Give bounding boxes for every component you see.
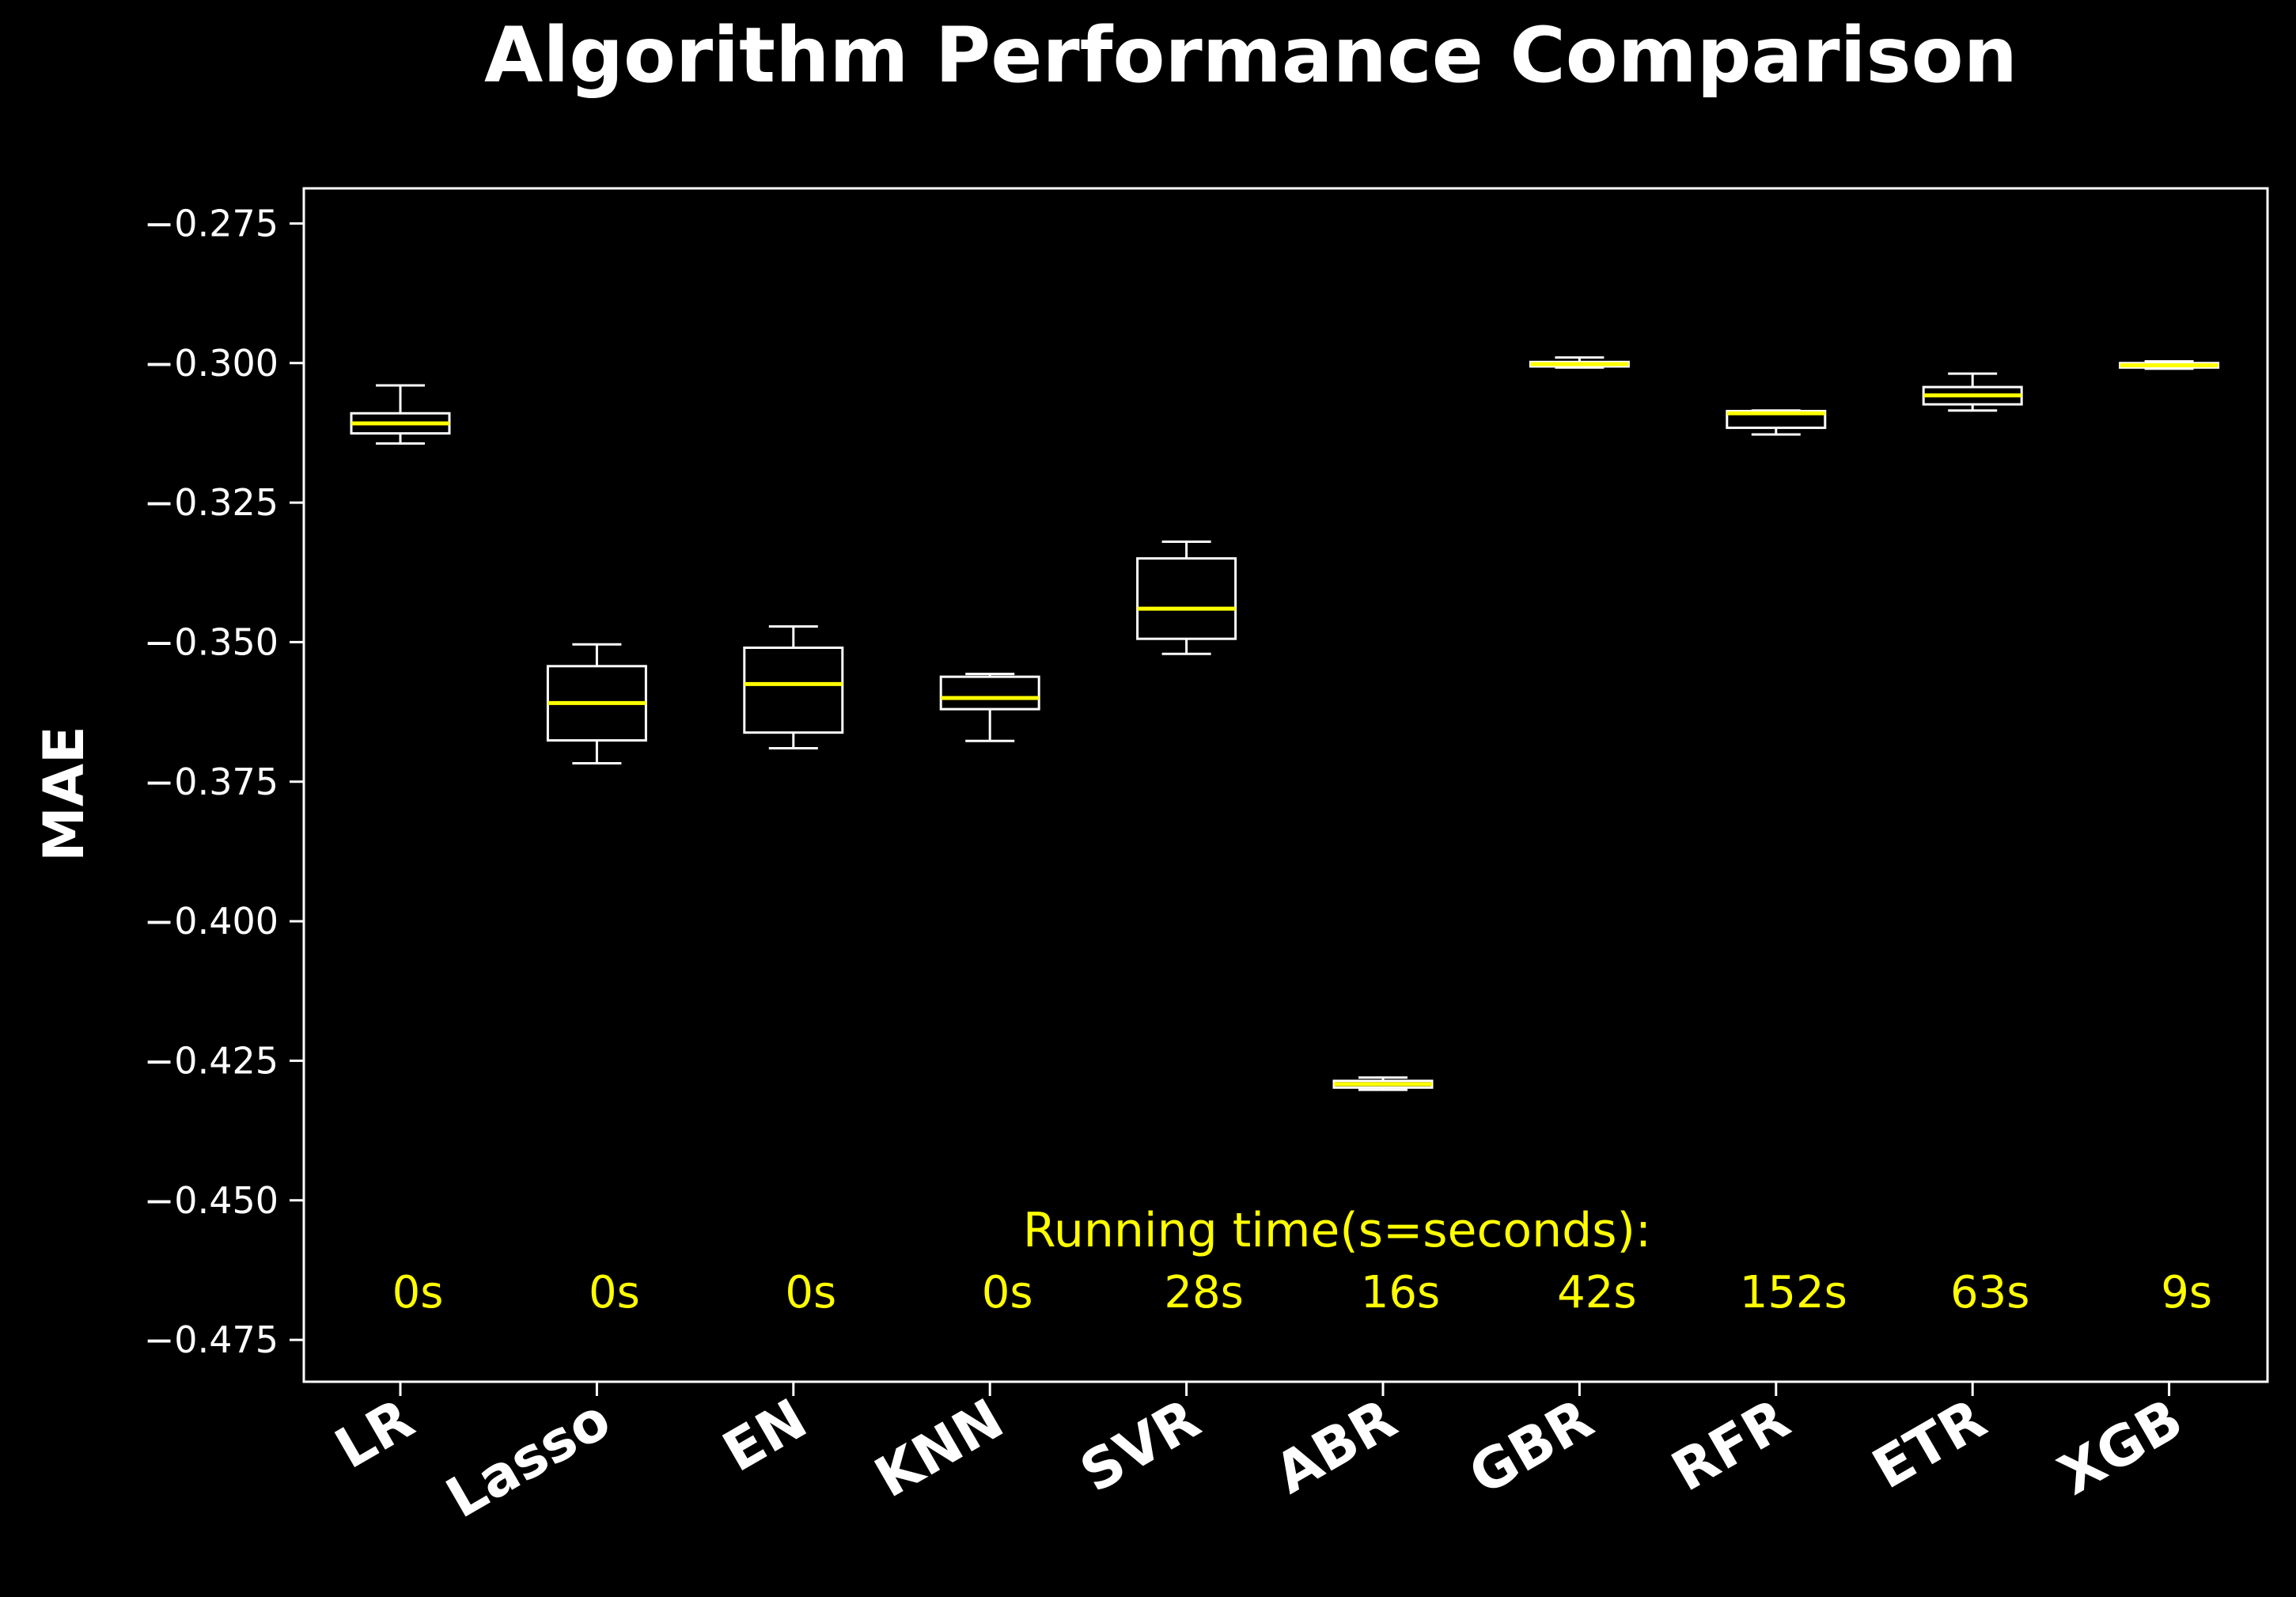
box-abr — [1332, 1076, 1434, 1091]
box-xgb — [2119, 360, 2220, 370]
running-time-label: 0s — [785, 1267, 836, 1318]
y-tick-label: −0.350 — [144, 620, 278, 663]
boxes — [350, 356, 2220, 1091]
running-time-label: 28s — [1164, 1267, 1243, 1318]
box-etr — [1922, 372, 2023, 412]
y-tick-label: −0.275 — [144, 202, 278, 245]
y-tick-label: −0.475 — [144, 1318, 278, 1361]
box-knn — [939, 673, 1040, 742]
y-axis-label: MAE — [32, 726, 97, 862]
running-time-label: 63s — [1950, 1267, 2029, 1318]
chart-title: Algorithm Performance Comparison — [484, 11, 2018, 100]
running-time-title: Running time(s=seconds): — [1023, 1203, 1651, 1258]
plot-area-frame — [302, 187, 2269, 1383]
iqr-box — [1136, 557, 1237, 640]
y-tick-label: −0.400 — [144, 900, 278, 943]
box-lr — [350, 384, 451, 445]
box-svr — [1136, 540, 1237, 655]
running-time-label: 9s — [2161, 1267, 2212, 1318]
y-tick-label: −0.375 — [144, 761, 278, 803]
box-gbr — [1529, 356, 1630, 369]
y-tick-label: −0.300 — [144, 342, 278, 385]
box-lasso — [546, 643, 647, 764]
box-rfr — [1726, 409, 1827, 436]
running-time-label: 42s — [1557, 1267, 1636, 1318]
iqr-box — [743, 646, 844, 734]
running-time-label: 152s — [1740, 1267, 1847, 1318]
running-time-label: 0s — [982, 1267, 1033, 1318]
y-axis: −0.275 −0.300 −0.325 −0.350 −0.375 −0.400 −0.4… — [144, 202, 304, 1361]
y-tick-label: −0.325 — [144, 481, 278, 524]
running-time-label: 0s — [589, 1267, 640, 1318]
iqr-box — [939, 675, 1040, 711]
box-en — [743, 625, 844, 749]
y-tick-label: −0.425 — [144, 1039, 278, 1082]
running-times: 0s 0s 0s 0s 28s 16s 42s 152s 63s 9s — [392, 1267, 2212, 1318]
y-tick-label: −0.450 — [144, 1179, 278, 1222]
iqr-box — [1726, 409, 1827, 430]
running-time-label: 0s — [392, 1267, 444, 1318]
running-time-label: 16s — [1361, 1267, 1440, 1318]
